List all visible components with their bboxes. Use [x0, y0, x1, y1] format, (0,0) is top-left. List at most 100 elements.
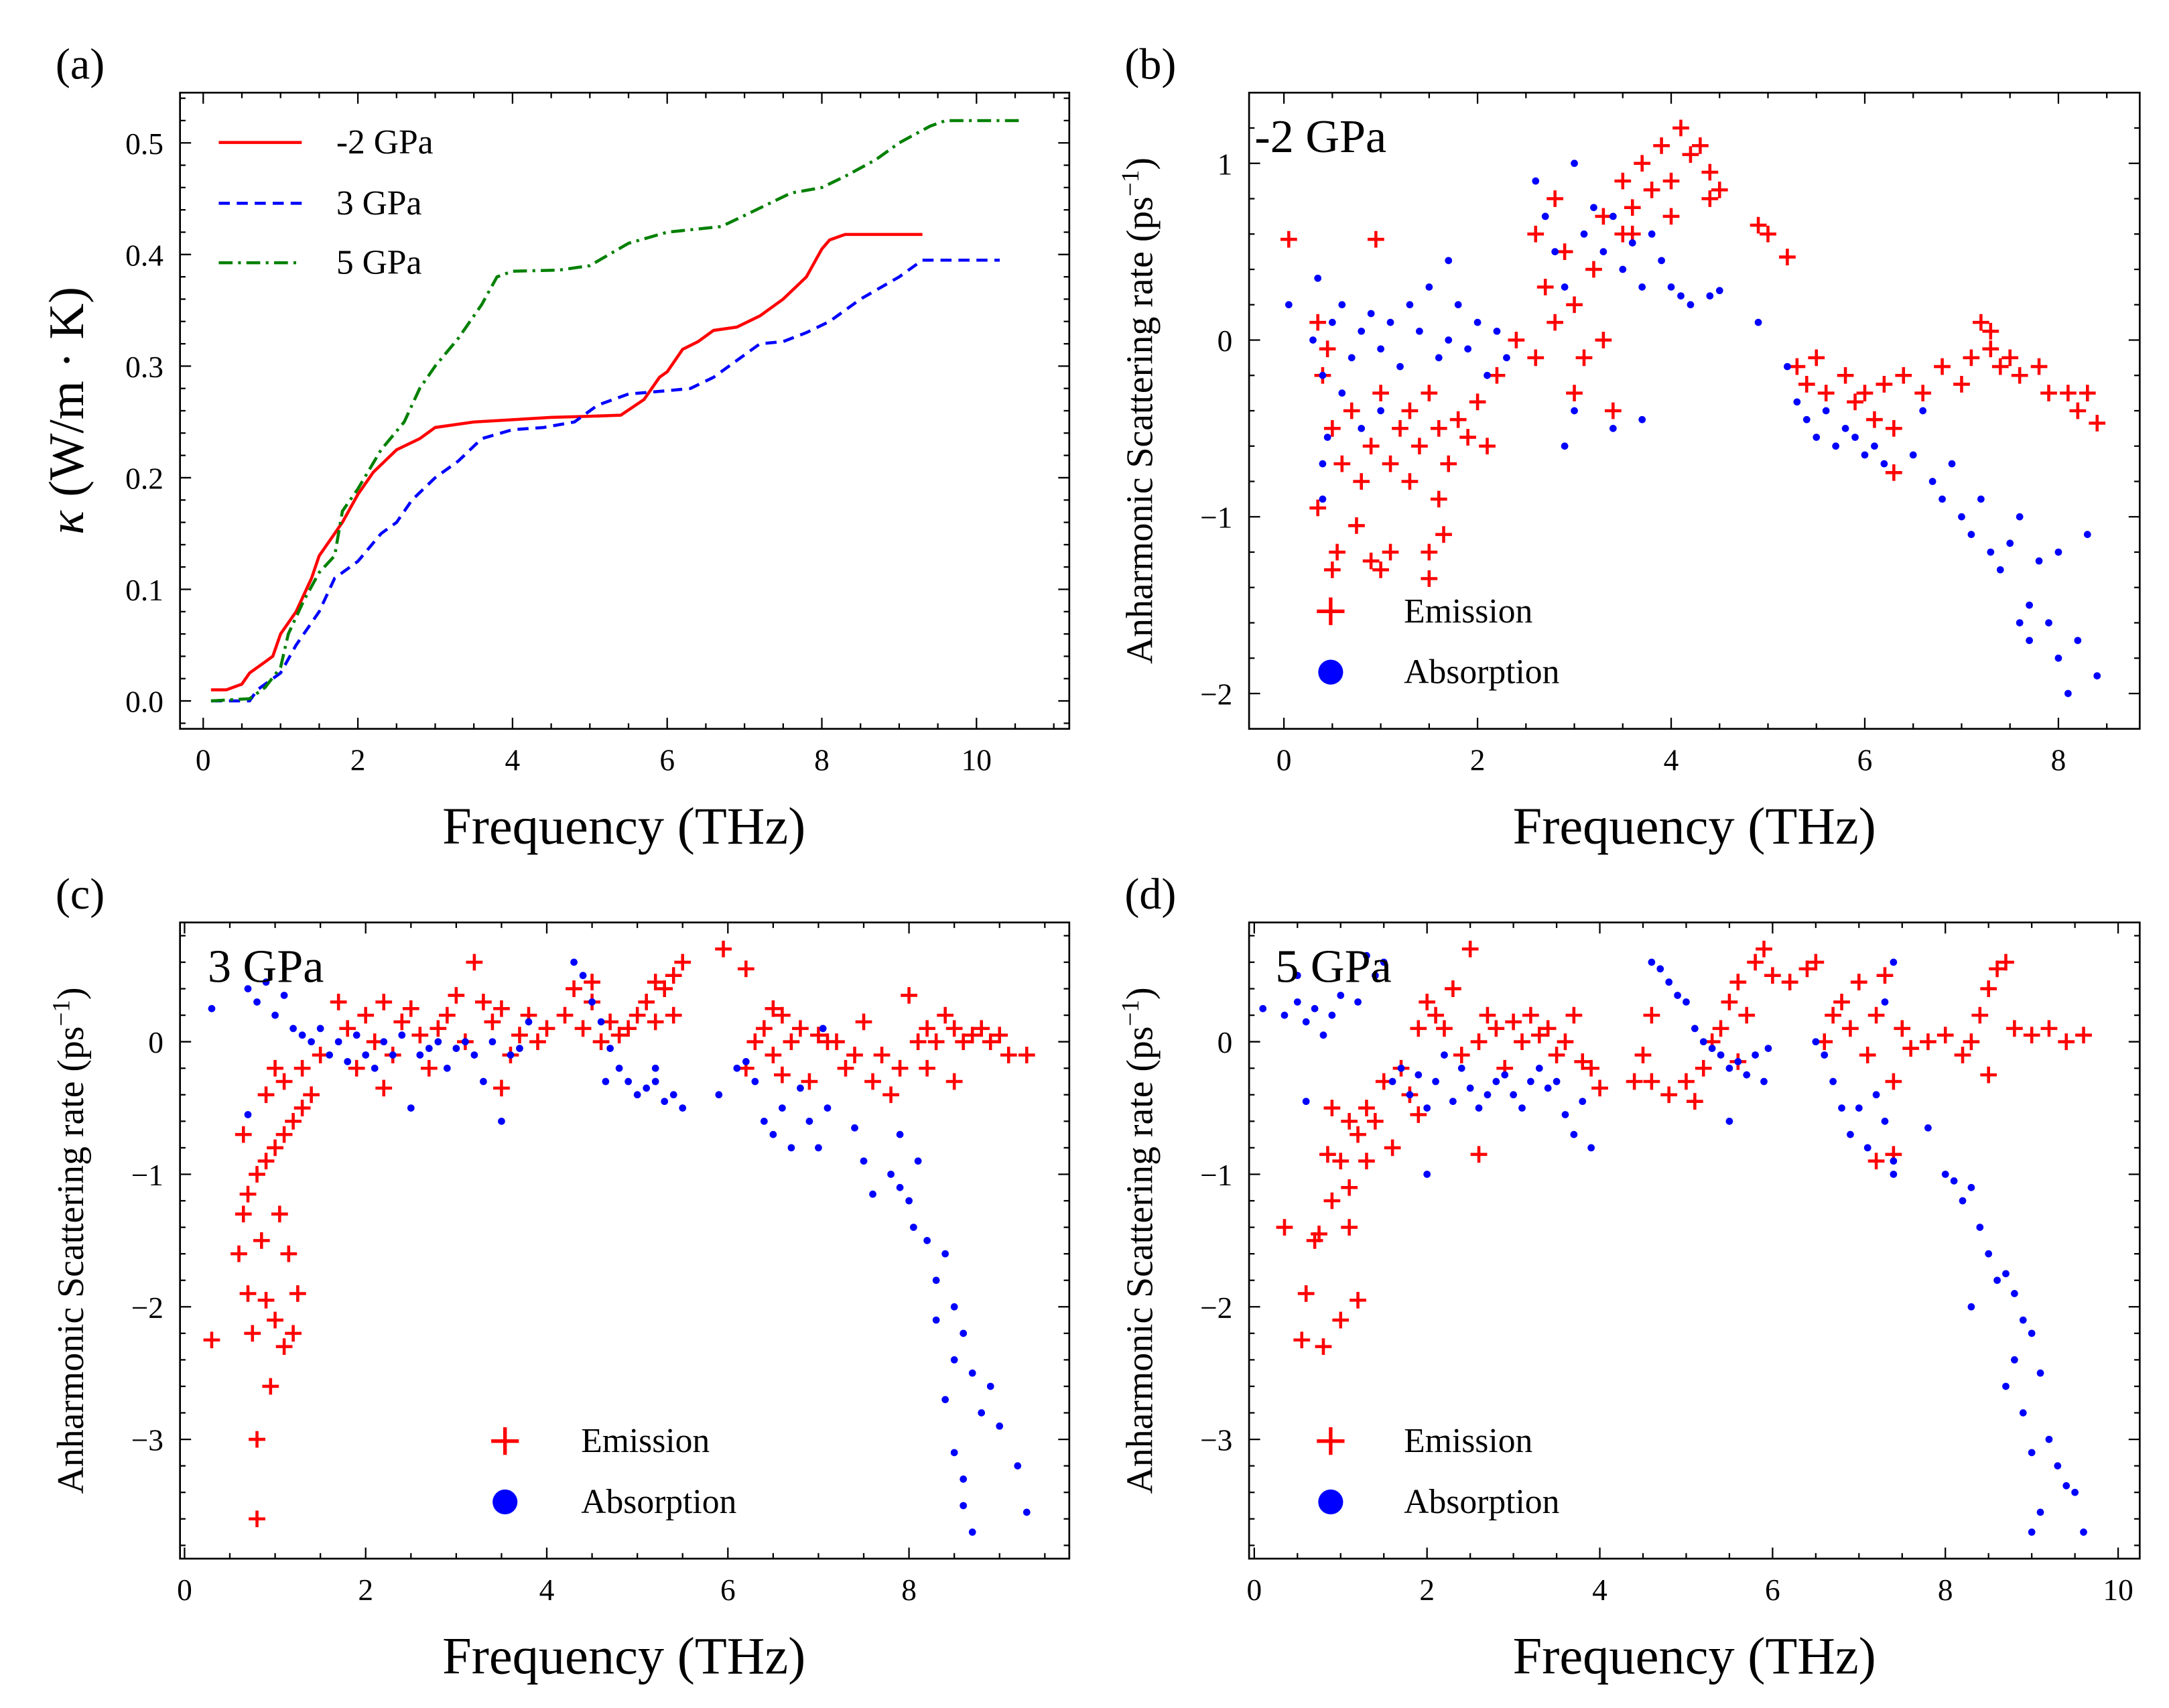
emission-point — [1867, 1153, 1885, 1170]
emission-point — [2079, 385, 2096, 402]
absorption-point — [1377, 345, 1384, 353]
absorption-point — [2002, 1270, 2010, 1278]
absorption-point — [1648, 958, 1656, 966]
emission-point — [1319, 340, 1336, 358]
absorption-point — [1293, 998, 1301, 1006]
panel-label-a: (a) — [56, 40, 105, 89]
emission-point — [1595, 332, 1612, 348]
absorption-point — [2035, 557, 2043, 565]
emission-point — [1936, 1027, 1954, 1044]
emission-point — [1018, 1047, 1035, 1063]
absorption-point — [1665, 978, 1673, 986]
absorption-point — [760, 1117, 768, 1125]
absorption-point — [1441, 1051, 1448, 1059]
absorption-point — [651, 1064, 659, 1072]
emission-point — [1953, 376, 1970, 393]
absorption-point — [1425, 283, 1433, 291]
emission-point — [1574, 1053, 1591, 1070]
absorption-point — [1338, 301, 1346, 309]
emission-point — [937, 1006, 954, 1024]
absorption-point — [1510, 1091, 1517, 1099]
absorption-point — [425, 1045, 433, 1052]
y-tick-label: −2 — [1200, 677, 1232, 711]
absorption-point — [1457, 1064, 1465, 1072]
emission-point — [1372, 561, 1389, 578]
absorption-point — [570, 958, 578, 966]
absorption-point — [2019, 1316, 2027, 1324]
absorption-point — [1293, 972, 1301, 980]
y-tick-label: −1 — [1200, 501, 1232, 535]
absorption-point — [1667, 283, 1675, 291]
emission-point — [1522, 1006, 1539, 1024]
absorption-point — [960, 1329, 968, 1337]
absorption-point — [1599, 248, 1607, 256]
emission-point — [235, 1205, 252, 1223]
absorption-point — [244, 985, 252, 992]
emission-point — [239, 1285, 257, 1302]
absorption-point — [1938, 495, 1946, 503]
emission-point — [810, 1027, 827, 1044]
emission-point — [357, 1006, 375, 1024]
absorption-point — [1580, 230, 1588, 238]
absorption-point — [615, 1064, 623, 1072]
emission-point — [2089, 415, 2106, 432]
emission-point — [1410, 1020, 1427, 1037]
x-tick-label: 2 — [358, 1573, 373, 1607]
emission-point — [1505, 1013, 1522, 1031]
x-tick-label: 6 — [1857, 744, 1873, 777]
absorption-point — [1280, 1011, 1289, 1019]
y-axis-label-superscript: −1 — [1117, 1000, 1144, 1027]
emission-point — [1280, 231, 1297, 248]
emission-point — [1293, 1331, 1311, 1349]
emission-point — [1332, 1311, 1350, 1329]
emission-point — [955, 1033, 972, 1051]
absorption-point — [2074, 637, 2082, 645]
absorption-point — [2093, 672, 2101, 679]
legend-dot-marker — [1318, 659, 1343, 685]
x-tick-label: 8 — [901, 1573, 917, 1607]
absorption-point — [1829, 1077, 1837, 1086]
absorption-point — [2016, 513, 2024, 521]
absorption-point — [1863, 1144, 1871, 1152]
absorption-point — [1571, 407, 1578, 415]
emission-point — [945, 1073, 963, 1090]
absorption-point — [1764, 1045, 1772, 1052]
emission-point — [1332, 1153, 1350, 1170]
emission-point — [837, 1059, 854, 1077]
absorption-point — [362, 1051, 370, 1059]
absorption-point — [1638, 283, 1646, 291]
absorption-point — [1871, 442, 1878, 450]
emission-point — [1319, 1146, 1336, 1163]
y-tick-label: 0.5 — [125, 127, 163, 161]
absorption-point — [805, 1117, 813, 1125]
emission-point — [1662, 208, 1680, 225]
emission-point — [466, 954, 483, 971]
absorption-point — [470, 1051, 478, 1059]
emission-point — [1614, 172, 1632, 190]
emission-point — [927, 1033, 945, 1051]
emission-point — [1643, 181, 1660, 198]
emission-point — [665, 967, 682, 984]
emission-point — [1847, 393, 1863, 411]
emission-point — [411, 1027, 429, 1044]
absorption-point — [1996, 566, 2004, 574]
absorption-point — [2054, 1462, 2062, 1469]
emission-point — [1323, 1100, 1341, 1116]
emission-point — [1750, 216, 1767, 234]
emission-point — [665, 1006, 682, 1024]
absorption-point — [2026, 637, 2033, 645]
absorption-point — [1760, 1077, 1768, 1086]
emission-point — [1557, 1033, 1574, 1051]
absorption-point — [1571, 159, 1578, 168]
emission-point — [1989, 960, 2006, 978]
emission-point — [1591, 1079, 1608, 1097]
emission-point — [448, 987, 465, 1004]
absorption-point — [1354, 998, 1362, 1006]
absorption-point — [1579, 1098, 1587, 1106]
absorption-point — [262, 978, 270, 986]
absorption-point — [779, 1104, 786, 1112]
absorption-point — [1337, 992, 1345, 999]
absorption-point — [1553, 1077, 1561, 1086]
absorption-point — [1909, 451, 1917, 459]
absorption-point — [352, 1031, 360, 1039]
